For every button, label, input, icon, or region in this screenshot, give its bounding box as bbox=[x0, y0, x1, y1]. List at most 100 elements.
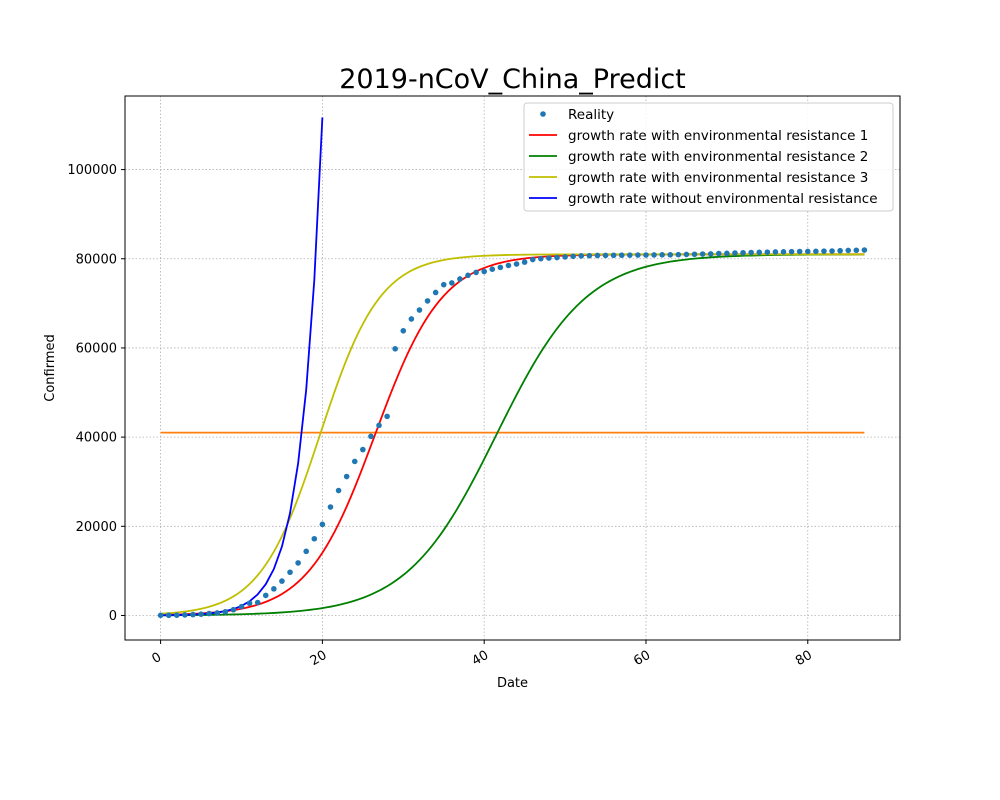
reality-point bbox=[165, 612, 172, 619]
reality-point bbox=[578, 253, 585, 259]
reality-point bbox=[489, 266, 496, 272]
x-tick-label: 60 bbox=[631, 648, 653, 669]
reality-point bbox=[238, 603, 245, 610]
plot-frame bbox=[124, 95, 901, 641]
legend-label: growth rate with environmental resistanc… bbox=[568, 170, 868, 186]
reality-point bbox=[570, 253, 576, 260]
plot-area bbox=[157, 117, 868, 619]
reality-point bbox=[190, 611, 196, 618]
reality-point bbox=[262, 592, 269, 599]
reality-point bbox=[627, 252, 633, 258]
reality-point bbox=[651, 252, 657, 258]
reality-point bbox=[279, 578, 285, 584]
reality-point bbox=[351, 458, 358, 465]
reality-point bbox=[327, 504, 334, 510]
legend-label: growth rate without environmental resist… bbox=[568, 191, 878, 207]
legend-label: growth rate with environmental resistanc… bbox=[568, 128, 868, 144]
reality-point bbox=[675, 251, 682, 258]
reality-point bbox=[206, 610, 212, 617]
reality-point bbox=[173, 612, 180, 618]
reality-point bbox=[497, 264, 504, 271]
legend: Reality growth rate with environmental re… bbox=[523, 102, 894, 212]
y-axis-label: Confirmed bbox=[43, 334, 58, 402]
reality-point bbox=[554, 254, 560, 261]
legend-label: growth rate with environmental resistanc… bbox=[568, 149, 868, 165]
reality-point bbox=[667, 251, 674, 258]
reality-point bbox=[756, 249, 763, 256]
reality-point bbox=[845, 247, 852, 254]
reality-point bbox=[481, 268, 487, 275]
reality-point bbox=[368, 433, 374, 440]
reality-point bbox=[529, 256, 536, 263]
reality-point bbox=[214, 610, 221, 616]
x-axis-label: Date bbox=[497, 676, 528, 691]
reality-point bbox=[182, 612, 188, 618]
reality-point bbox=[691, 251, 698, 258]
x-tick-label: 0 bbox=[150, 650, 165, 667]
reality-point bbox=[602, 252, 609, 259]
reality-point bbox=[449, 280, 455, 286]
reality-point bbox=[319, 521, 326, 528]
reality-point bbox=[683, 251, 690, 258]
reality-point bbox=[837, 247, 843, 254]
reality-point bbox=[473, 269, 479, 276]
reality-point bbox=[246, 600, 253, 607]
reality-point bbox=[546, 255, 552, 261]
reality-point bbox=[465, 272, 471, 279]
resistance-1-line bbox=[160, 253, 865, 616]
y-tick-label: 40000 bbox=[76, 431, 117, 446]
reality-point bbox=[732, 250, 738, 256]
reality-point bbox=[764, 249, 771, 255]
reality-point bbox=[538, 255, 544, 262]
x-axis: 0 20 40 60 80 bbox=[150, 640, 815, 669]
reality-point bbox=[424, 298, 431, 304]
reality-point bbox=[376, 422, 382, 429]
y-axis: 0 20000 40000 60000 80000 100000 bbox=[67, 163, 125, 624]
reality-point bbox=[230, 606, 237, 613]
reality-point bbox=[562, 254, 568, 260]
x-tick-label: 80 bbox=[793, 648, 815, 669]
reality-point bbox=[643, 252, 649, 258]
reality-point bbox=[853, 247, 860, 254]
reality-point bbox=[440, 281, 447, 288]
y-tick-label: 0 bbox=[109, 609, 117, 624]
reality-point bbox=[707, 251, 714, 257]
reality-point bbox=[384, 413, 390, 420]
reality-point bbox=[287, 569, 293, 576]
reality-point bbox=[513, 261, 520, 267]
reality-point bbox=[222, 608, 229, 615]
reality-point bbox=[821, 248, 827, 254]
reality-point bbox=[659, 252, 665, 258]
reality-point bbox=[360, 446, 366, 453]
reality-point bbox=[635, 252, 641, 258]
no-resistance-line bbox=[160, 117, 324, 617]
reality-point bbox=[804, 248, 811, 255]
reality-point bbox=[715, 250, 722, 257]
reality-point bbox=[788, 248, 795, 255]
legend-marker bbox=[540, 111, 546, 117]
reality-point bbox=[724, 250, 730, 257]
reality-point bbox=[392, 346, 398, 352]
legend-label: Reality bbox=[568, 107, 614, 123]
resistance-2-line bbox=[160, 253, 865, 617]
reality-point bbox=[813, 248, 819, 255]
reality-point bbox=[432, 289, 439, 296]
reality-point bbox=[610, 252, 617, 259]
y-tick-label: 100000 bbox=[67, 163, 117, 178]
reality-point bbox=[505, 262, 512, 269]
chart-title: 2019-nCoV_China_Predict bbox=[339, 64, 686, 95]
legend-box bbox=[523, 102, 894, 212]
reality-point bbox=[796, 248, 803, 255]
resistance-3-line bbox=[160, 253, 865, 615]
reality-point bbox=[829, 248, 835, 254]
reality-point bbox=[198, 611, 204, 617]
reality-point bbox=[740, 249, 746, 256]
reality-point bbox=[594, 252, 601, 259]
y-tick-label: 80000 bbox=[76, 252, 117, 267]
reality-point bbox=[335, 487, 342, 494]
x-tick-label: 40 bbox=[470, 648, 492, 669]
reality-point bbox=[303, 548, 310, 555]
reality-point bbox=[780, 249, 787, 255]
reality-point bbox=[416, 307, 423, 313]
